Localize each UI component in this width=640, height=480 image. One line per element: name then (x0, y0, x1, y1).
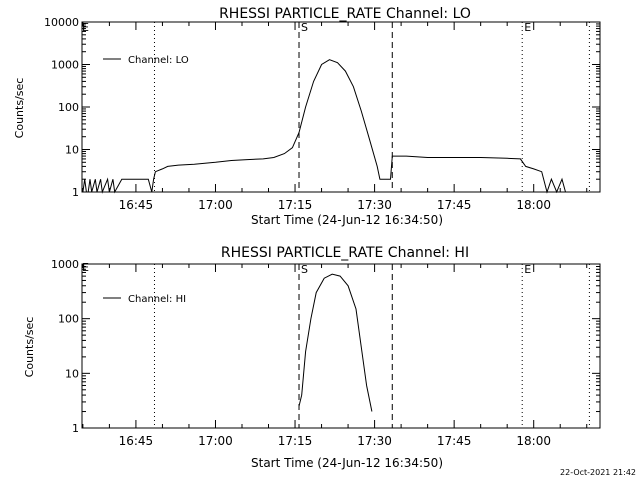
x-axis-label: Start Time (24-Jun-12 16:34:50) (251, 213, 443, 227)
event-marker-label: S (301, 21, 308, 34)
y-tick-label: 10000 (44, 16, 79, 29)
event-marker-label: S (301, 263, 308, 276)
y-tick-label: 1 (72, 186, 79, 199)
y-tick-label: 10 (65, 367, 79, 380)
x-tick-label: 17:15 (278, 434, 313, 448)
x-tick-label: 17:45 (437, 198, 472, 212)
x-tick-label: 17:45 (437, 434, 472, 448)
y-axis-label: Counts/sec (23, 317, 36, 378)
y-tick-label: 1 (72, 422, 79, 435)
chart-title: RHESSI PARTICLE_RATE Channel: LO (219, 6, 471, 22)
corner-mark: E (82, 261, 89, 274)
x-tick-label: 17:30 (357, 434, 392, 448)
legend-label: Channel: HI (128, 294, 186, 305)
footer-timestamp: 22-Oct-2021 21:42 (560, 468, 636, 477)
x-tick-label: 16:45 (119, 198, 154, 212)
x-tick-label: 18:00 (516, 434, 551, 448)
legend: Channel: HI (103, 294, 186, 305)
y-axis-label: Counts/sec (13, 78, 26, 139)
event-marker-label: E (524, 21, 531, 34)
chart-lo: RHESSI PARTICLE_RATE Channel: LO Counts/… (13, 6, 601, 227)
x-tick-label: 16:45 (119, 434, 154, 448)
x-tick-label: 18:00 (516, 198, 551, 212)
y-tick-label: 10 (65, 144, 79, 157)
series-line (82, 59, 571, 194)
y-tick-label: 100 (58, 313, 79, 326)
corner-mark: E (82, 21, 89, 34)
x-tick-label: 17:00 (198, 434, 233, 448)
series-line (298, 273, 373, 412)
chart-title: RHESSI PARTICLE_RATE Channel: HI (221, 245, 469, 261)
y-tick-label: 1000 (51, 59, 79, 72)
x-tick-label: 17:30 (357, 198, 392, 212)
legend-label: Channel: LO (128, 55, 189, 66)
x-tick-label: 17:00 (198, 198, 233, 212)
x-axis-label: Start Time (24-Jun-12 16:34:50) (251, 456, 443, 470)
event-marker-label: E (524, 263, 531, 276)
y-tick-label: 1000 (51, 258, 79, 271)
legend: Channel: LO (103, 55, 189, 66)
y-tick-label: 100 (58, 101, 79, 114)
chart-hi: RHESSI PARTICLE_RATE Channel: HI Counts/… (23, 245, 601, 470)
x-tick-label: 17:15 (278, 198, 313, 212)
plot-frame (81, 263, 601, 429)
